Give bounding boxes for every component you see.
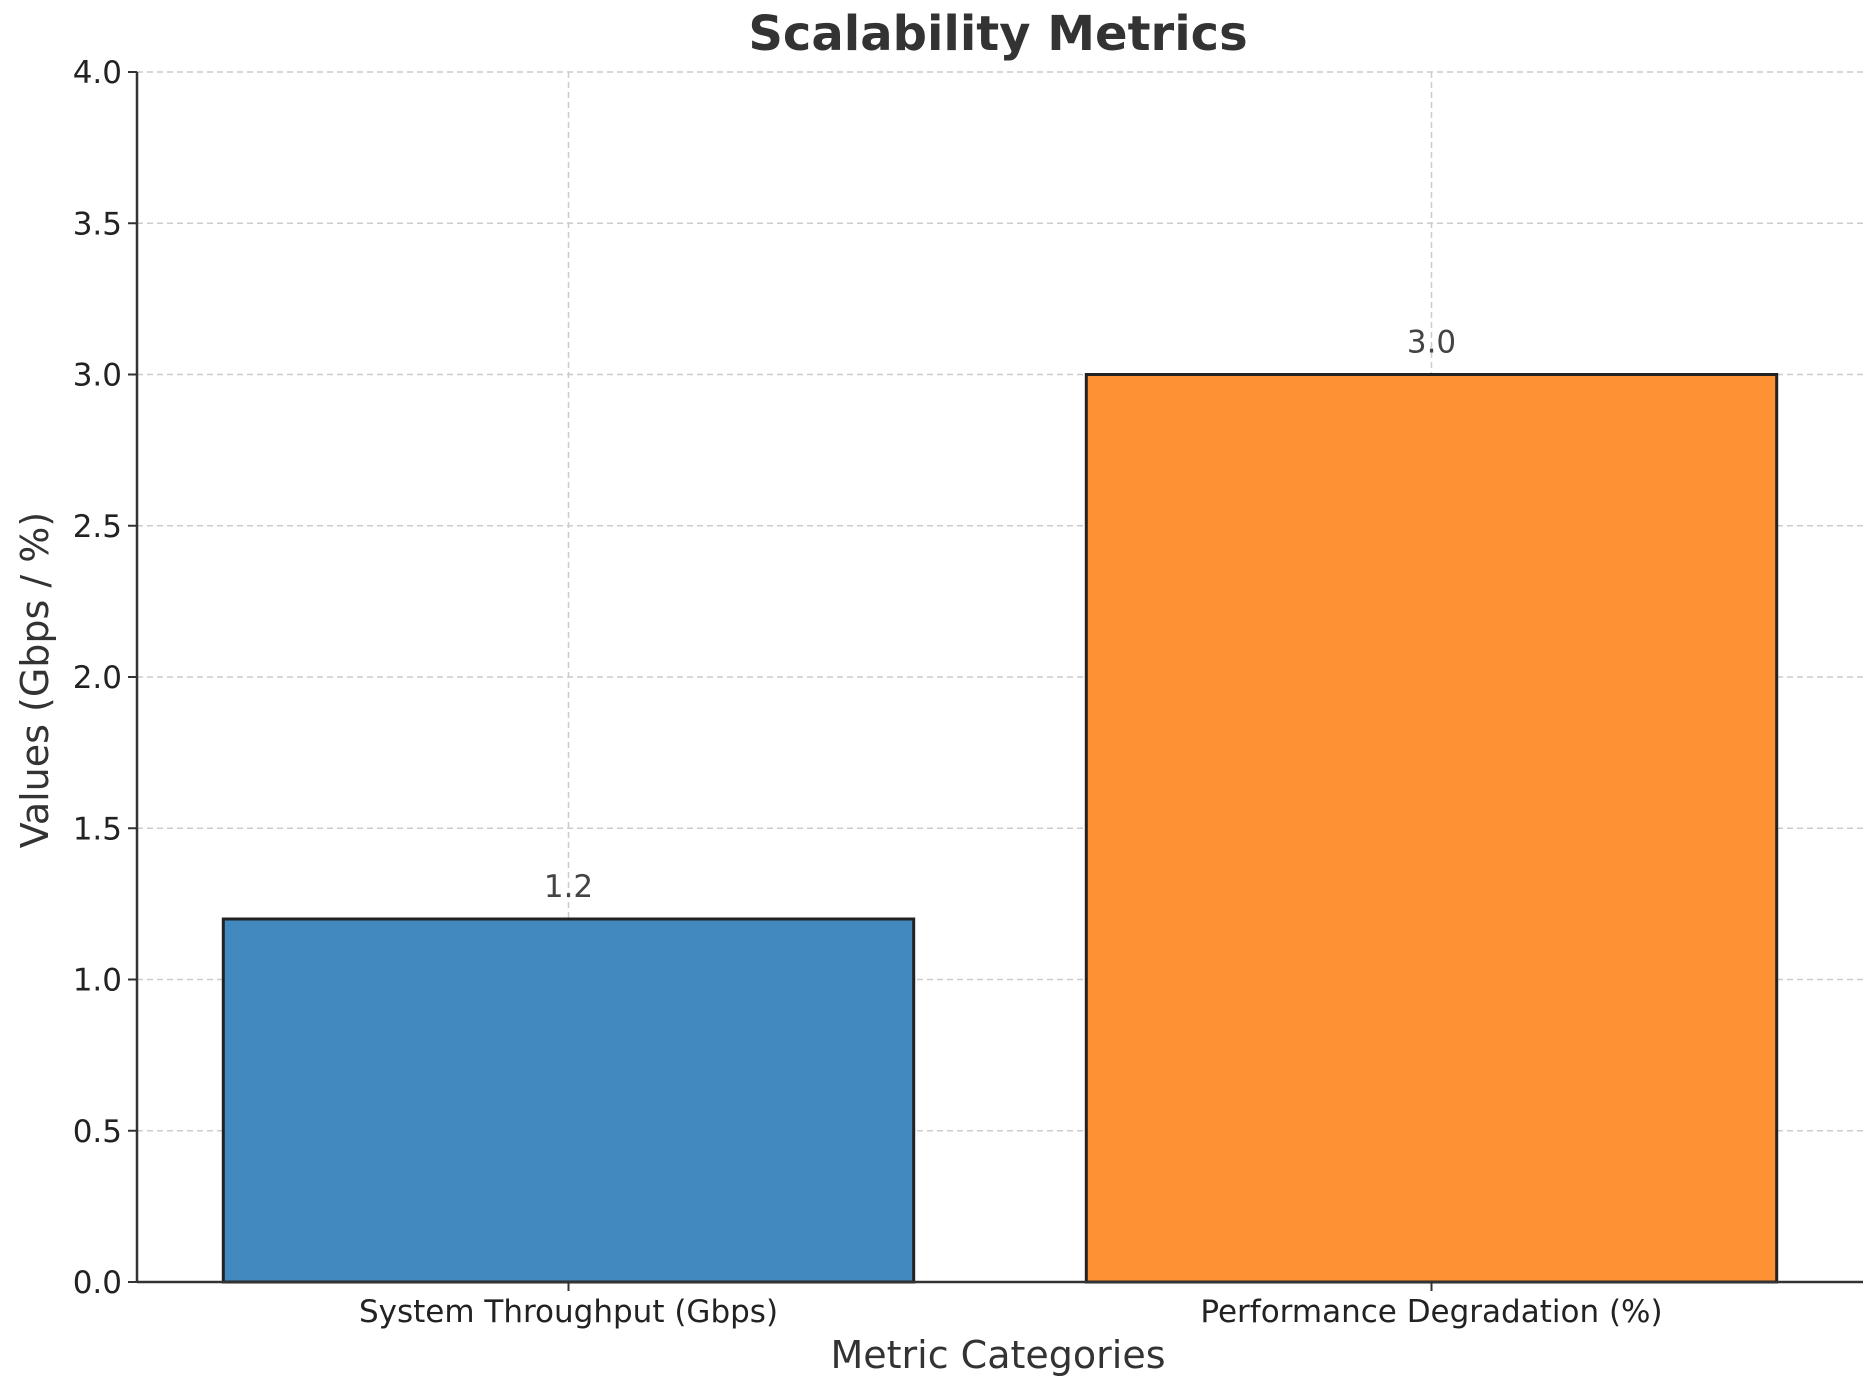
y-tick-label: 0.5 [73, 1114, 122, 1150]
y-tick-label: 3.0 [73, 358, 122, 394]
y-tick-label: 1.0 [73, 963, 122, 999]
y-axis-label: Values (Gbps / %) [13, 512, 57, 848]
y-tick-label: 1.5 [73, 811, 122, 847]
bar-value-label: 3.0 [1407, 325, 1456, 361]
y-tick-label: 3.5 [73, 206, 122, 242]
bar [221, 917, 916, 1284]
chart-title: Scalability Metrics [748, 6, 1247, 62]
y-tick-label: 2.0 [73, 660, 122, 696]
x-tick-label: Performance Degradation (%) [1200, 1294, 1662, 1330]
y-tick-label: 4.0 [73, 55, 122, 91]
labels-layer: 0.0 0.5 1.0 1.5 2.0 2.5 3.0 3.5 4.0 1.2 System Thr… [73, 55, 1663, 1330]
y-tick-label: 2.5 [73, 509, 122, 545]
x-tick-label: System Throughput (Gbps) [359, 1294, 778, 1330]
bar-value-label: 1.2 [544, 869, 593, 905]
axes-layer [128, 71, 1863, 1291]
x-axis-label: Metric Categories [830, 1333, 1165, 1377]
y-tick-label: 0.0 [73, 1265, 122, 1301]
bar [1084, 373, 1779, 1284]
